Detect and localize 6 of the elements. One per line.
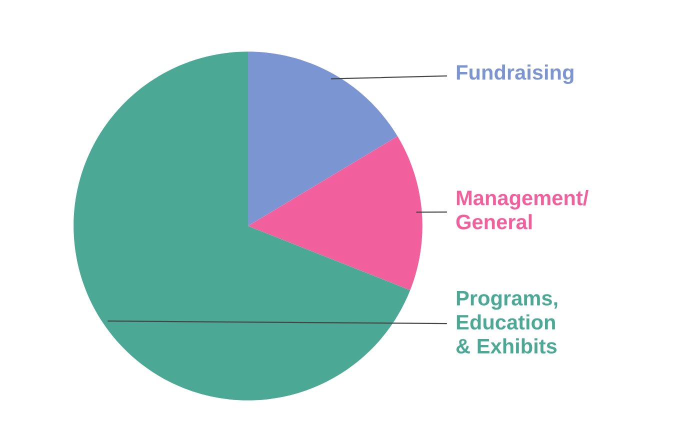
slice-label: Management/ General [456, 190, 588, 230]
pie-slice [248, 52, 398, 226]
slice-label: Programs, Education & Exhibits [456, 291, 558, 354]
slice-label: Fundraising [456, 64, 574, 84]
pie-slice [74, 52, 410, 400]
pie-slice [248, 136, 422, 290]
